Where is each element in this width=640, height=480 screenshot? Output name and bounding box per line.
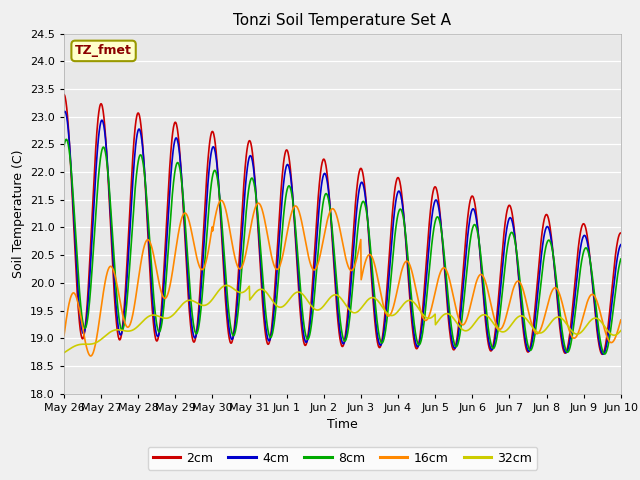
- 32cm: [617, 328, 625, 334]
- 32cm: [429, 313, 437, 319]
- 4cm: [246, 153, 254, 158]
- 4cm: [60, 109, 68, 115]
- X-axis label: Time: Time: [327, 418, 358, 431]
- 16cm: [60, 333, 68, 338]
- 4cm: [617, 242, 625, 248]
- 4cm: [61, 108, 68, 114]
- 8cm: [184, 263, 192, 269]
- 4cm: [171, 138, 179, 144]
- 2cm: [60, 92, 68, 97]
- 16cm: [217, 198, 225, 204]
- 8cm: [551, 265, 559, 271]
- Line: 16cm: 16cm: [64, 201, 621, 356]
- Line: 32cm: 32cm: [64, 286, 621, 353]
- 2cm: [598, 351, 606, 357]
- 16cm: [247, 224, 255, 229]
- 4cm: [429, 205, 437, 211]
- 8cm: [617, 256, 625, 262]
- 4cm: [551, 270, 559, 276]
- 8cm: [502, 255, 509, 261]
- 4cm: [599, 351, 607, 357]
- 8cm: [601, 351, 609, 357]
- Line: 2cm: 2cm: [64, 95, 621, 354]
- 32cm: [246, 296, 254, 302]
- 8cm: [171, 170, 179, 176]
- 32cm: [223, 283, 230, 288]
- Line: 4cm: 4cm: [64, 111, 621, 354]
- Text: TZ_fmet: TZ_fmet: [75, 44, 132, 58]
- 16cm: [171, 254, 179, 260]
- 2cm: [429, 190, 436, 196]
- 2cm: [617, 230, 625, 236]
- 8cm: [63, 136, 70, 142]
- 8cm: [429, 230, 437, 236]
- 32cm: [60, 350, 68, 356]
- Title: Tonzi Soil Temperature Set A: Tonzi Soil Temperature Set A: [234, 13, 451, 28]
- 16cm: [552, 285, 559, 290]
- Legend: 2cm, 4cm, 8cm, 16cm, 32cm: 2cm, 4cm, 8cm, 16cm, 32cm: [148, 447, 537, 469]
- 8cm: [60, 144, 68, 149]
- 16cm: [502, 313, 510, 319]
- 2cm: [184, 286, 191, 292]
- 2cm: [502, 217, 509, 223]
- 32cm: [170, 311, 178, 317]
- 2cm: [246, 138, 254, 144]
- 16cm: [184, 216, 192, 221]
- 32cm: [502, 328, 509, 334]
- 16cm: [87, 353, 95, 359]
- 32cm: [184, 298, 191, 303]
- 2cm: [170, 121, 178, 127]
- 16cm: [429, 297, 437, 302]
- 2cm: [551, 268, 559, 274]
- 8cm: [246, 177, 254, 183]
- Line: 8cm: 8cm: [64, 139, 621, 354]
- 4cm: [502, 232, 509, 238]
- 32cm: [551, 315, 559, 321]
- 4cm: [184, 279, 192, 285]
- 16cm: [617, 317, 625, 323]
- Y-axis label: Soil Temperature (C): Soil Temperature (C): [12, 149, 24, 278]
